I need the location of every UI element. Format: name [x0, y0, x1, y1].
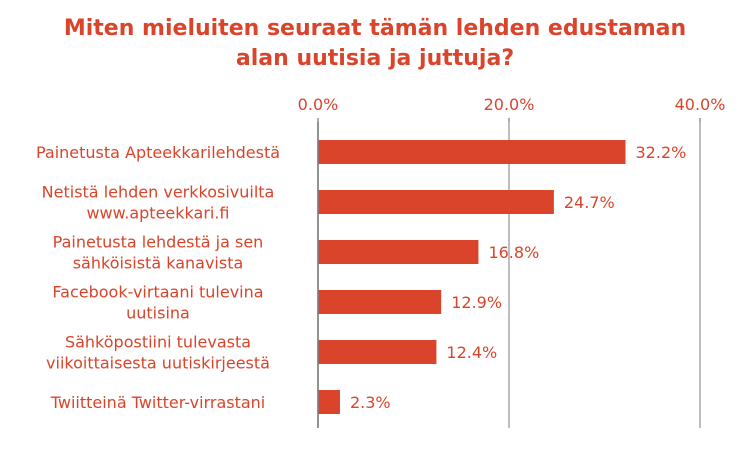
bar: [318, 190, 554, 214]
category-labels: Painetusta Apteekkarilehdestä Netistä leh…: [36, 143, 280, 412]
data-label: 16.8%: [488, 243, 539, 262]
x-tick-label: 20.0%: [484, 95, 535, 114]
data-labels: 32.2% 24.7% 16.8% 12.9% 12.4% 2.3%: [350, 143, 686, 412]
data-label: 32.2%: [636, 143, 687, 162]
x-tick-label: 40.0%: [675, 95, 726, 114]
data-label: 12.4%: [446, 343, 497, 362]
chart-title-line-1: Miten mieluiten seuraat tämän lehden edu…: [63, 16, 687, 41]
category-label: Netistä lehden verkkosivuilta www.apteekk…: [42, 183, 275, 223]
bar: [318, 290, 442, 314]
category-label: Painetusta Apteekkarilehdestä: [36, 143, 280, 162]
gridlines: [317, 118, 701, 428]
chart-title: Miten mieluiten seuraat tämän lehden edu…: [0, 14, 750, 74]
x-tick-label: 0.0%: [298, 95, 339, 114]
bars: [318, 140, 626, 414]
data-label: 24.7%: [564, 193, 615, 212]
bar: [318, 140, 626, 164]
x-axis-ticks: 0.0% 20.0% 40.0%: [298, 95, 726, 114]
category-label: Sähköpostiini tulevasta viikoittaisesta u…: [46, 333, 270, 373]
bar: [318, 240, 479, 264]
category-label: Facebook-virtaani tulevina uutisina: [52, 283, 263, 323]
category-label: Painetusta lehdestä ja sen sähköisistä ka…: [53, 233, 264, 273]
bar: [318, 340, 437, 364]
category-label: Twiitteinä Twitter-virrastani: [50, 393, 266, 412]
data-label: 2.3%: [350, 393, 391, 412]
bar: [318, 390, 340, 414]
chart-title-line-2: alan uutisia ja juttuja?: [235, 46, 515, 71]
data-label: 12.9%: [451, 293, 502, 312]
